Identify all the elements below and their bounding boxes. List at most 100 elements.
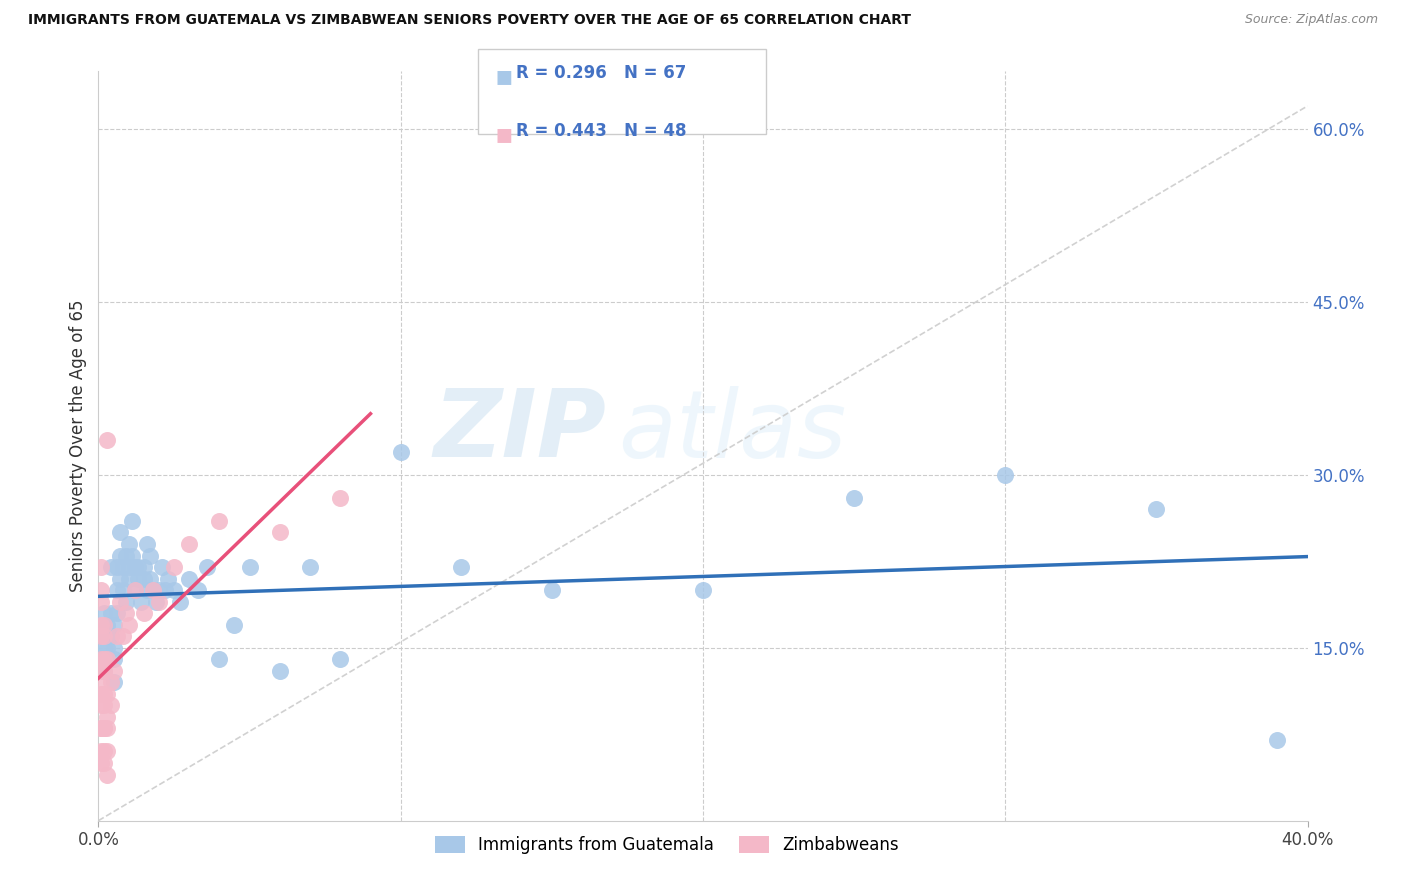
Point — [208, 514, 231, 528]
Point — [103, 640, 125, 655]
Text: atlas: atlas — [619, 385, 846, 476]
Point — [93, 652, 115, 666]
Point — [118, 572, 141, 586]
Point — [844, 491, 866, 505]
Point — [96, 744, 118, 758]
Point — [93, 640, 115, 655]
Point — [96, 652, 118, 666]
Point — [90, 664, 112, 678]
Point — [135, 583, 157, 598]
Point — [90, 698, 112, 713]
Point — [96, 434, 118, 448]
Point — [299, 560, 322, 574]
Point — [118, 537, 141, 551]
Point — [114, 549, 136, 563]
Point — [124, 583, 146, 598]
Point — [114, 606, 136, 620]
Point — [90, 652, 112, 666]
Point — [195, 560, 218, 574]
Point — [169, 594, 191, 608]
Text: ZIP: ZIP — [433, 385, 606, 477]
Point — [90, 687, 112, 701]
Point — [100, 629, 122, 643]
Point — [108, 525, 131, 540]
Point — [121, 549, 143, 563]
Point — [90, 722, 112, 736]
Point — [179, 572, 201, 586]
Point — [105, 606, 128, 620]
Point — [148, 583, 170, 598]
Point — [124, 560, 146, 574]
Point — [142, 583, 165, 598]
Point — [118, 560, 141, 574]
Point — [96, 652, 118, 666]
Point — [389, 444, 412, 458]
Point — [90, 594, 112, 608]
Text: Source: ZipAtlas.com: Source: ZipAtlas.com — [1244, 13, 1378, 27]
Point — [692, 583, 714, 598]
Y-axis label: Seniors Poverty Over the Age of 65: Seniors Poverty Over the Age of 65 — [69, 300, 87, 592]
Point — [90, 652, 112, 666]
Point — [90, 629, 112, 643]
Point — [90, 617, 112, 632]
Point — [108, 572, 131, 586]
Point — [150, 560, 173, 574]
Point — [269, 525, 291, 540]
Point — [139, 572, 162, 586]
Point — [103, 652, 125, 666]
Point — [90, 744, 112, 758]
Point — [135, 537, 157, 551]
Point — [93, 617, 115, 632]
Point — [1267, 733, 1289, 747]
Point — [90, 560, 112, 574]
Point — [187, 583, 209, 598]
Point — [100, 698, 122, 713]
Point — [93, 722, 115, 736]
Point — [90, 629, 112, 643]
Point — [96, 617, 118, 632]
Point — [93, 606, 115, 620]
Point — [93, 629, 115, 643]
Point — [121, 514, 143, 528]
Point — [148, 594, 170, 608]
Point — [90, 675, 112, 690]
Point — [96, 767, 118, 781]
Point — [145, 594, 167, 608]
Point — [90, 756, 112, 770]
Point — [96, 687, 118, 701]
Point — [132, 560, 155, 574]
Point — [163, 560, 186, 574]
Point — [239, 560, 262, 574]
Point — [994, 467, 1017, 482]
Point — [142, 583, 165, 598]
Point — [108, 594, 131, 608]
Point — [93, 756, 115, 770]
Point — [100, 606, 122, 620]
Point — [103, 664, 125, 678]
Point — [127, 560, 149, 574]
Point — [153, 583, 176, 598]
Point — [156, 572, 179, 586]
Point — [93, 722, 115, 736]
Point — [96, 640, 118, 655]
Point — [93, 687, 115, 701]
Point — [103, 617, 125, 632]
Point — [93, 664, 115, 678]
Point — [163, 583, 186, 598]
Point — [329, 491, 352, 505]
Point — [100, 560, 122, 574]
Point — [105, 629, 128, 643]
Point — [208, 652, 231, 666]
Point — [118, 617, 141, 632]
Point — [103, 675, 125, 690]
Point — [111, 560, 134, 574]
Point — [93, 744, 115, 758]
Point — [269, 664, 291, 678]
Text: R = 0.443   N = 48: R = 0.443 N = 48 — [516, 122, 686, 140]
Point — [224, 617, 246, 632]
Point — [450, 560, 472, 574]
Point — [111, 629, 134, 643]
Text: ▪: ▪ — [495, 62, 513, 90]
Point — [139, 549, 162, 563]
Point — [90, 722, 112, 736]
